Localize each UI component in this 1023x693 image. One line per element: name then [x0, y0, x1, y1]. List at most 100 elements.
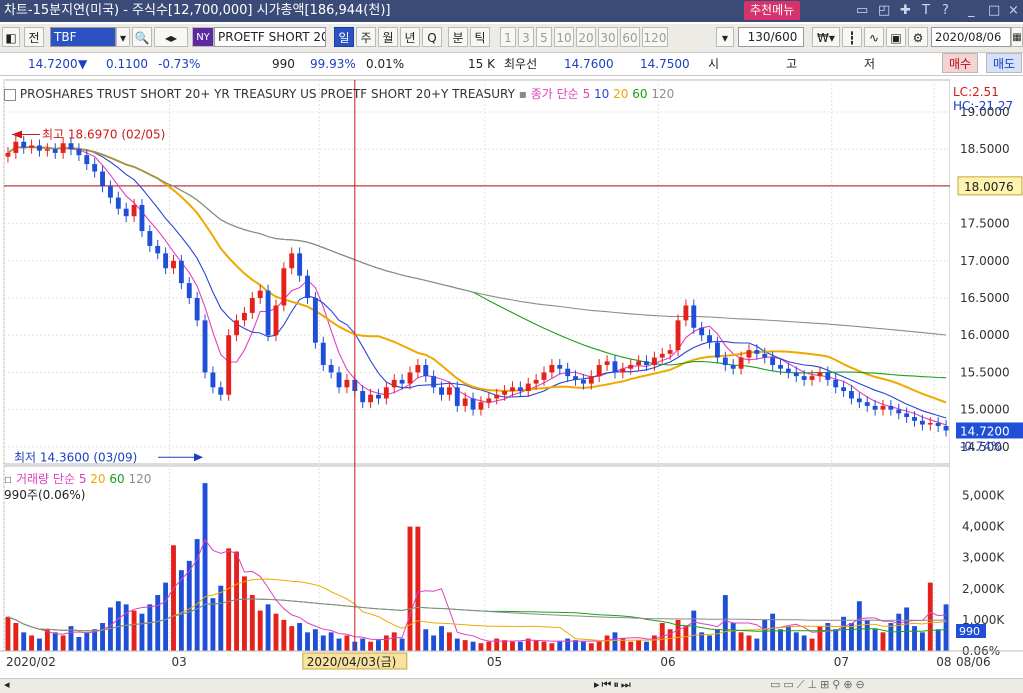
period-tab-2[interactable]: 월: [378, 27, 398, 47]
open-label: 시: [708, 57, 720, 71]
volume-bar: [762, 619, 768, 651]
price-panel-legend: PROSHARES TRUST SHORT 20+ YR TREASURY US…: [4, 85, 674, 102]
symbol-code-input[interactable]: TBF: [50, 27, 116, 47]
volume-bar: [281, 619, 287, 651]
symbol-dropdown-icon[interactable]: ▾: [116, 27, 130, 47]
volume-bar: [226, 548, 232, 651]
high-label: 고: [786, 57, 798, 71]
price-tick-label: 16.0000: [960, 328, 1010, 342]
candle-body: [904, 413, 910, 418]
scroll-left-icon[interactable]: ◂: [4, 678, 10, 691]
volume-bar: [399, 638, 405, 651]
volume-bar: [659, 623, 665, 651]
interval-dropdown-icon[interactable]: ▾: [716, 27, 734, 47]
horizontal-scrollbar[interactable]: ◂ ▸⏮⏸⏭ ▭▭⟋⊥⊞⚲⊕⊖: [0, 678, 1023, 693]
bar-count-field[interactable]: 130/600: [738, 27, 804, 47]
candle-body: [675, 320, 681, 351]
volume-bar: [360, 638, 366, 651]
interval-button-0[interactable]: 1: [500, 27, 516, 47]
volume-tick-label: 4,000K: [962, 520, 1005, 534]
period-tab-4[interactable]: Q: [422, 27, 442, 47]
price-tick-label: 17.5000: [960, 217, 1010, 231]
volume-bar: [446, 632, 452, 651]
interval-button-1[interactable]: 3: [518, 27, 534, 47]
window-tile-icon[interactable]: ◰: [878, 3, 891, 18]
interval-button-6[interactable]: 60: [620, 27, 640, 47]
won-icon[interactable]: ₩▾: [812, 27, 840, 47]
collapse-icon[interactable]: [4, 88, 16, 101]
pin-icon[interactable]: ✚: [900, 3, 911, 18]
price-tick-label: 15.5000: [960, 365, 1010, 379]
period-tab-0[interactable]: 일: [334, 27, 354, 47]
volume-bar: [683, 626, 689, 651]
reference-value-box: [957, 176, 1023, 196]
candle-body: [730, 364, 736, 369]
volume-bar: [935, 629, 941, 651]
font-icon[interactable]: T: [922, 3, 930, 18]
drawing-tools-icon[interactable]: ▭▭⟋⊥⊞⚲⊕⊖: [770, 678, 868, 691]
sell-button[interactable]: 매도: [986, 53, 1023, 73]
candle-body: [391, 379, 397, 388]
recommend-menu-button[interactable]: 추천메뉴: [744, 1, 801, 20]
candle-body: [139, 205, 145, 232]
candle-body: [37, 145, 42, 151]
candle-type-icon[interactable]: ┇: [842, 27, 862, 47]
period-tab-1[interactable]: 주: [356, 27, 376, 47]
candle-body: [218, 387, 224, 395]
candle-body: [92, 164, 98, 172]
playback-controls-icon[interactable]: ▸⏮⏸⏭: [594, 678, 633, 691]
date-field[interactable]: 2020/08/06: [931, 27, 1011, 47]
stock-chart[interactable]: 19.000018.500018.000017.500017.000016.50…: [0, 76, 1023, 678]
symbol-name-field[interactable]: PROETF SHORT 20+: [214, 27, 326, 47]
volume-bar: [100, 623, 105, 651]
price-change: 0.1100: [106, 57, 148, 71]
gear-icon[interactable]: ⚙: [908, 27, 928, 47]
volume-bar: [131, 610, 137, 651]
maximize-icon[interactable]: □: [988, 3, 1001, 18]
window-restore-icon[interactable]: ▭: [856, 3, 869, 18]
ma20-label: 20: [613, 87, 629, 101]
lc-label: LC:2.51: [953, 85, 999, 99]
interval-button-4[interactable]: 20: [576, 27, 596, 47]
period-tab-6[interactable]: 틱: [470, 27, 490, 47]
close-icon[interactable]: ×: [1008, 3, 1019, 18]
candle-body: [376, 394, 381, 399]
candle-body: [785, 368, 791, 373]
last-change-label: -0.74%: [960, 439, 1002, 453]
candle-body: [943, 426, 949, 431]
interval-button-7[interactable]: 120: [642, 27, 668, 47]
candle-body: [596, 364, 602, 377]
save-icon[interactable]: ▣: [886, 27, 906, 47]
volume-bar: [730, 623, 736, 651]
candle-body: [115, 197, 121, 209]
volume-bar: [194, 539, 200, 651]
chart-settings-icon[interactable]: ◧: [2, 27, 20, 47]
minimize-icon[interactable]: _: [968, 3, 975, 18]
tab-all[interactable]: 전: [24, 27, 44, 47]
candle-body: [809, 376, 815, 380]
candle-body: [557, 364, 563, 369]
hc-label: HC:-21.27: [953, 99, 1014, 113]
search-icon[interactable]: 🔍: [132, 27, 152, 47]
indicator-icon[interactable]: ∿: [864, 27, 884, 47]
candle-body: [100, 171, 105, 187]
candle-body: [549, 364, 555, 373]
calendar-icon[interactable]: ▦: [1011, 27, 1023, 47]
period-tab-5[interactable]: 분: [448, 27, 468, 47]
volume-bar: [525, 638, 531, 651]
help-icon[interactable]: ?: [942, 3, 949, 18]
candle-body: [888, 405, 894, 410]
ma5-label: 5: [582, 87, 591, 101]
interval-button-5[interactable]: 30: [598, 27, 618, 47]
volume-legend-label: 거래량 단순: [15, 472, 75, 486]
interval-button-3[interactable]: 10: [554, 27, 574, 47]
buy-button[interactable]: 매수: [942, 53, 979, 73]
candle-body: [171, 260, 176, 269]
interval-button-2[interactable]: 5: [536, 27, 552, 47]
candle-body: [312, 298, 318, 343]
candle-body: [281, 268, 287, 306]
nav-arrows-icon[interactable]: ◂▸: [154, 27, 188, 47]
period-tab-3[interactable]: 년: [400, 27, 420, 47]
volume-bar: [628, 641, 634, 651]
volume-bar: [52, 632, 58, 651]
